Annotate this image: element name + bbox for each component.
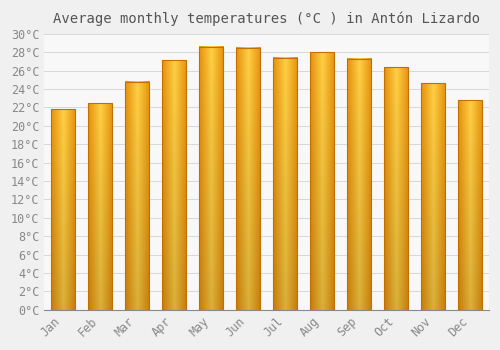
Bar	[51, 109, 75, 310]
Bar	[422, 83, 446, 310]
Bar	[310, 52, 334, 310]
Bar	[162, 61, 186, 310]
Bar	[88, 103, 112, 310]
Bar	[347, 58, 372, 310]
Title: Average monthly temperatures (°C ) in Antón Lizardo: Average monthly temperatures (°C ) in An…	[53, 11, 480, 26]
Bar	[458, 100, 482, 310]
Bar	[384, 67, 408, 310]
Bar	[199, 47, 223, 310]
Bar	[273, 58, 297, 310]
Bar	[236, 48, 260, 310]
Bar	[125, 82, 149, 310]
